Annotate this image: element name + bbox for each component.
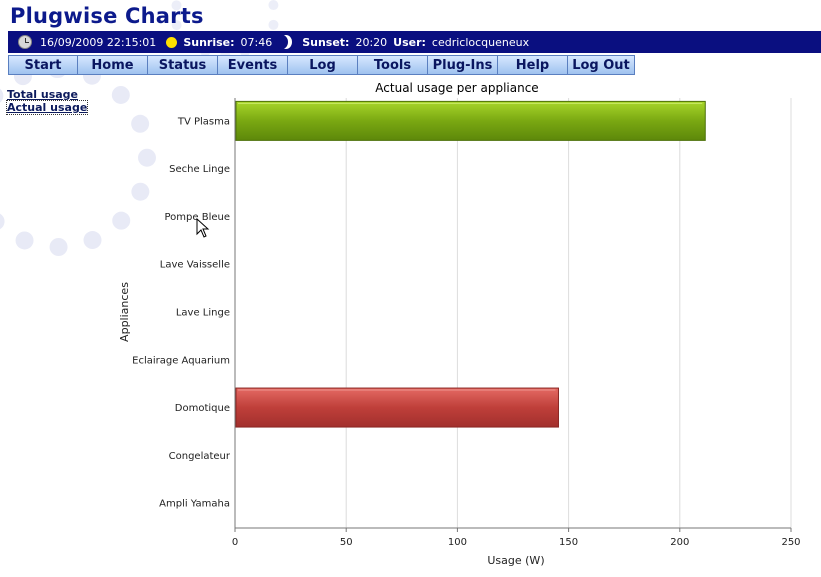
- nav-status-button[interactable]: Status: [147, 55, 218, 75]
- x-tick-label: 0: [232, 537, 238, 548]
- sidebar: Total usage Actual usage: [5, 88, 89, 115]
- x-tick-label: 150: [559, 537, 578, 548]
- app-title: Plugwise Charts: [10, 4, 204, 28]
- chart-title: Actual usage per appliance: [375, 81, 538, 95]
- nav-plugins-button[interactable]: Plug-Ins: [427, 55, 498, 75]
- x-tick-label: 250: [781, 537, 800, 548]
- chart-bars: [235, 100, 706, 428]
- sunrise-label: Sunrise:: [183, 35, 235, 49]
- user-label: User:: [393, 35, 426, 49]
- chart-category-labels: TV Plasma Seche Linge Pompe Bleue Lave Vais…: [132, 116, 231, 509]
- x-tick-label: 100: [448, 537, 467, 548]
- sunrise-value: 07:46: [240, 35, 273, 49]
- user-value: cedriclocqueneux: [431, 35, 530, 49]
- category-label: Seche Linge: [169, 164, 230, 175]
- mouse-cursor-icon: [196, 218, 210, 238]
- clock-icon: [18, 35, 32, 49]
- category-label: Congelateur: [169, 451, 231, 462]
- bar-domotique[interactable]: [235, 387, 559, 428]
- category-label: Eclairage Aquarium: [132, 355, 230, 366]
- nav-home-button[interactable]: Home: [77, 55, 148, 75]
- total-usage-link[interactable]: Total usage: [7, 88, 79, 101]
- category-label: Lave Linge: [176, 308, 230, 319]
- category-label: Ampli Yamaha: [159, 499, 230, 510]
- actual-usage-link[interactable]: Actual usage: [5, 100, 89, 115]
- category-label: TV Plasma: [177, 116, 230, 127]
- nav-logout-button[interactable]: Log Out: [567, 55, 635, 75]
- status-bar: 16/09/2009 22:15:01 Sunrise: 07:46 Sunse…: [8, 31, 821, 53]
- moon-icon: [276, 35, 293, 49]
- nav-start-button[interactable]: Start: [8, 55, 78, 75]
- category-label: Pompe Bleue: [165, 212, 231, 223]
- sun-icon: [166, 36, 178, 48]
- nav-events-button[interactable]: Events: [217, 55, 288, 75]
- sunset-value: 20:20: [355, 35, 388, 49]
- y-axis-title: Appliances: [118, 282, 131, 342]
- category-label: Lave Vaisselle: [160, 260, 230, 271]
- bar-tv-plasma[interactable]: [235, 100, 706, 141]
- nav-tools-button[interactable]: Tools: [357, 55, 428, 75]
- x-axis-title: Usage (W): [487, 554, 544, 567]
- main-nav: Start Home Status Events Log Tools Plug-…: [8, 55, 635, 75]
- chart-tick-labels: 0 50 100 150 200 250: [232, 528, 801, 548]
- chart-grid: [345, 98, 792, 528]
- x-tick-label: 50: [340, 537, 353, 548]
- status-datetime: 16/09/2009 22:15:01: [40, 35, 157, 49]
- sunset-label: Sunset:: [302, 35, 350, 49]
- x-tick-label: 200: [670, 537, 689, 548]
- category-label: Domotique: [175, 403, 230, 414]
- nav-help-button[interactable]: Help: [497, 55, 568, 75]
